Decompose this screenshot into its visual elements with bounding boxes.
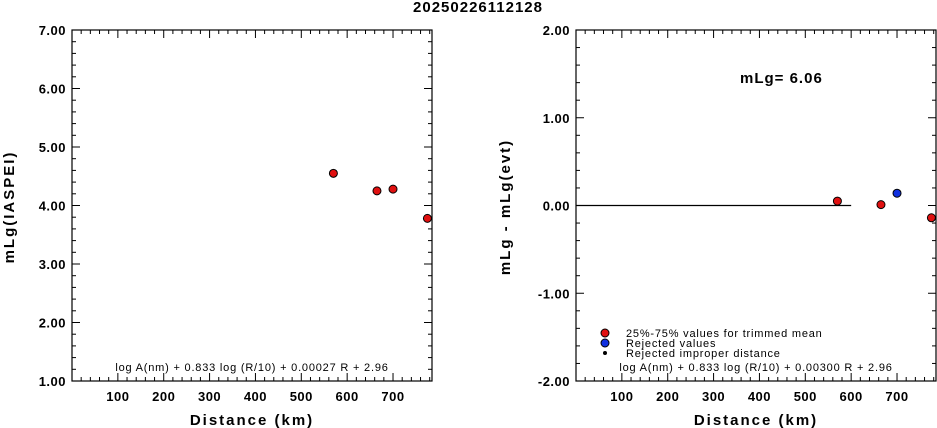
data-point-left	[372, 186, 382, 196]
y-tick-labels-right: -2.00 -1.00 0.00 1.00 2.00	[538, 23, 570, 389]
y-axis-label-left: mLg(IASPEI)	[1, 151, 18, 264]
x-tick-label: 600	[840, 389, 863, 404]
x-tick-label: 100	[106, 389, 129, 404]
y-axis-label-right: mLg - mLg(evt)	[497, 139, 514, 275]
x-tick-label: 500	[290, 389, 313, 404]
legend-label-trimmed-mean: 25%-75% values for trimmed mean	[626, 328, 823, 340]
x-tick-label: 200	[152, 389, 175, 404]
legend: 25%-75% values for trimmed mean Rejected…	[600, 328, 823, 360]
data-points-left	[328, 168, 432, 223]
x-tick-label: 200	[656, 389, 679, 404]
magnitude-annotation: mLg= 6.06	[740, 70, 823, 87]
x-tick-labels-right: 100 200 300 400 500 600 700	[610, 389, 908, 404]
y-tick-label: 2.00	[39, 316, 66, 331]
y-tick-label: 5.00	[39, 140, 66, 155]
data-point-right	[832, 196, 842, 206]
x-tick-label: 700	[885, 389, 908, 404]
figure-title: 20250226112128	[413, 0, 543, 16]
y-tick-label: 2.00	[543, 23, 570, 38]
x-tick-label: 400	[244, 389, 267, 404]
data-point-left	[328, 168, 338, 178]
y-tick-label: 3.00	[39, 257, 66, 272]
x-axis-label-right: Distance (km)	[694, 412, 818, 428]
data-point-right	[876, 200, 886, 210]
y-tick-label: 6.00	[39, 82, 66, 97]
y-tick-label: 0.00	[543, 199, 570, 214]
data-point-left	[422, 213, 432, 223]
x-tick-label: 300	[702, 389, 725, 404]
data-point-right	[892, 188, 902, 198]
data-points-right	[832, 188, 936, 223]
y-tick-label: -1.00	[538, 286, 570, 301]
y-tick-labels-left: 1.00 2.00 3.00 4.00 5.00 6.00 7.00	[39, 23, 66, 389]
panel-right: -2.00 -1.00 0.00 1.00 2.00 100 200 300 400 500 60…	[497, 23, 937, 428]
y-tick-label: 1.00	[543, 111, 570, 126]
x-tick-label: 400	[748, 389, 771, 404]
x-tick-label: 700	[381, 389, 404, 404]
legend-marker-rejected	[600, 338, 610, 348]
x-tick-labels-left: 100 200 300 400 500 600 700	[106, 389, 404, 404]
y-tick-label: 4.00	[39, 199, 66, 214]
x-axis-label-left: Distance (km)	[190, 412, 314, 428]
data-point-left	[388, 184, 398, 194]
panel-left: 1.00 2.00 3.00 4.00 5.00 6.00 7.00 100 200 300 40…	[1, 23, 433, 428]
tick-marks-right	[576, 29, 936, 382]
plot-frame-left	[71, 29, 433, 382]
y-tick-label: 7.00	[39, 23, 66, 38]
x-tick-label: 300	[198, 389, 221, 404]
formula-left: log A(nm) + 0.833 log (R/10) + 0.00027 R…	[115, 362, 388, 374]
y-tick-label: -2.00	[538, 374, 570, 389]
y-tick-label: 1.00	[39, 374, 66, 389]
formula-right: log A(nm) + 0.833 log (R/10) + 0.00300 R…	[619, 362, 892, 374]
x-tick-label: 500	[794, 389, 817, 404]
data-point-right	[926, 213, 936, 223]
legend-marker-trimmed-mean	[600, 328, 610, 338]
x-tick-label: 600	[336, 389, 359, 404]
tick-marks-left	[72, 29, 432, 382]
legend-label-improper-distance: Rejected improper distance	[626, 348, 781, 360]
x-tick-label: 100	[610, 389, 633, 404]
legend-marker-improper-distance	[603, 351, 607, 355]
legend-label-rejected: Rejected values	[626, 338, 716, 350]
